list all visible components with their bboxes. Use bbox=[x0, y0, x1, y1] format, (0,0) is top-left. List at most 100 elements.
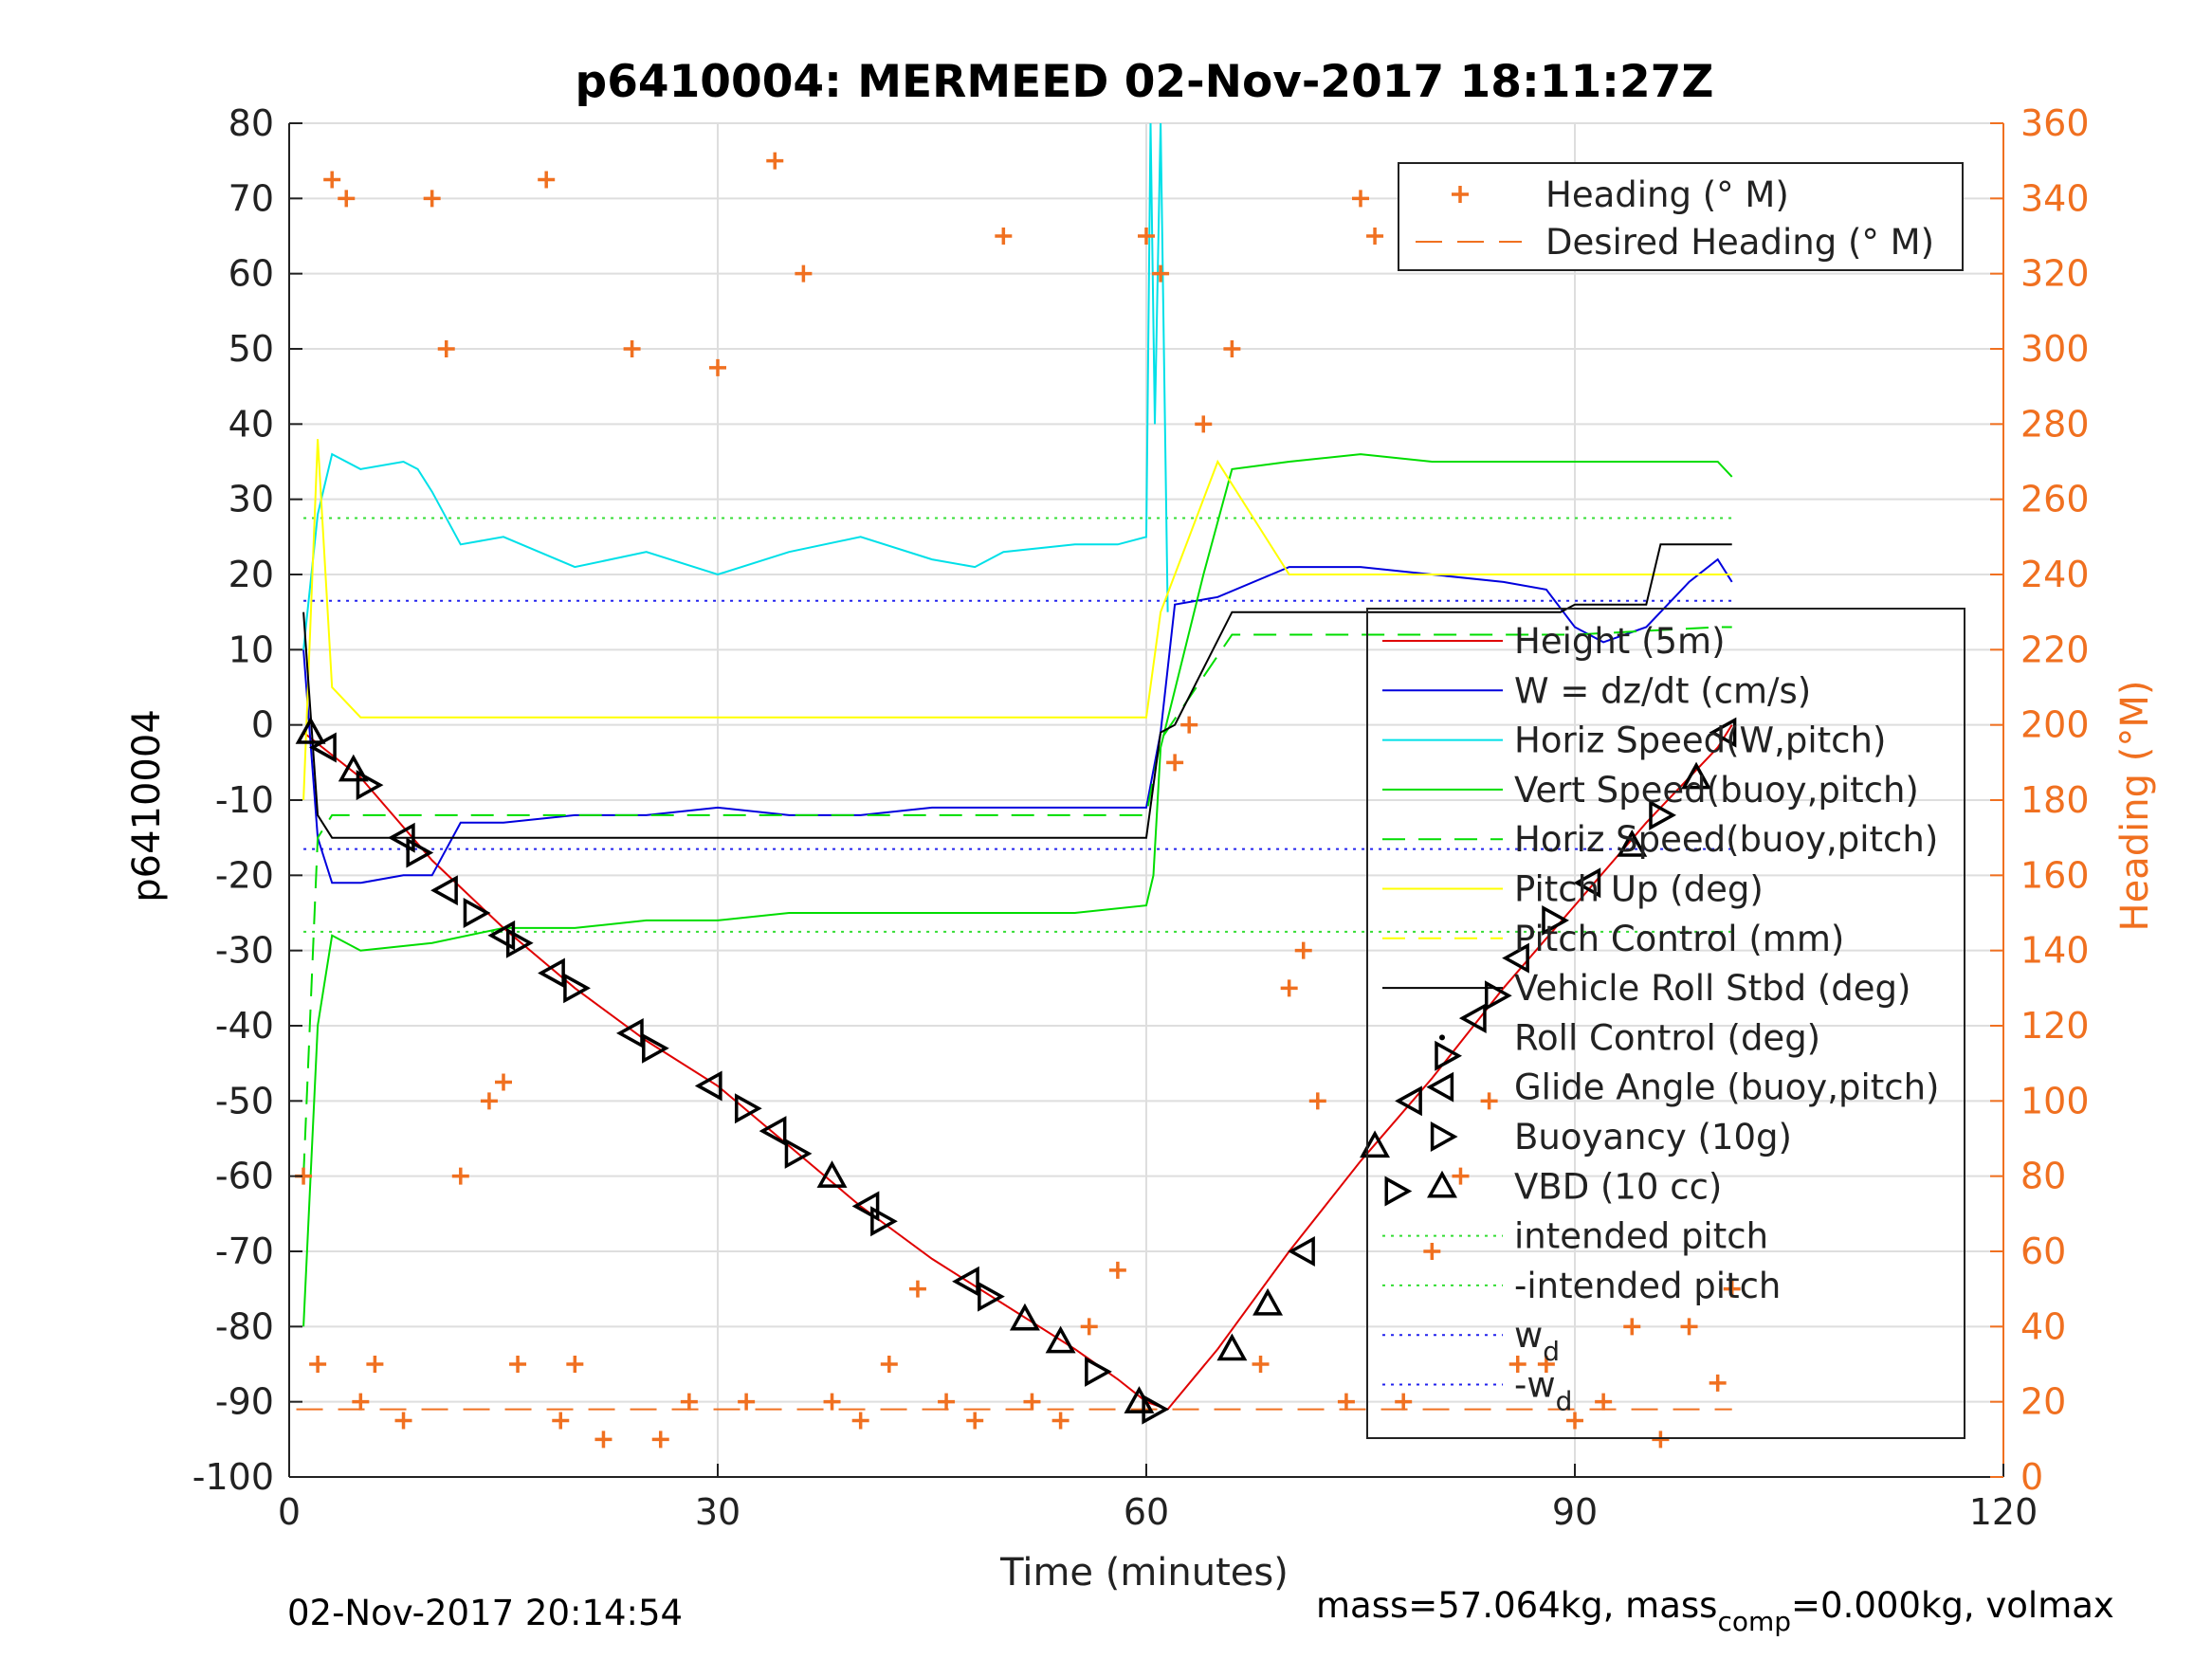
y2-tick-label: 320 bbox=[2020, 253, 2090, 295]
heading-point bbox=[1423, 1243, 1441, 1260]
y2-axis-label: Heading (°M) bbox=[2113, 681, 2157, 932]
y2-tick-label: 220 bbox=[2020, 629, 2090, 670]
y-tick-label: -20 bbox=[215, 854, 274, 896]
heading-point bbox=[1051, 1412, 1069, 1430]
footer-mass-suffix: =0.000kg, volmax bbox=[1791, 1585, 2114, 1626]
marker-left-triangle bbox=[694, 1070, 722, 1102]
heading-point bbox=[352, 1393, 370, 1411]
footer-mass-prefix: mass=57.064kg, mass bbox=[1316, 1585, 1718, 1626]
marker-right-triangle bbox=[463, 898, 491, 928]
heading-point bbox=[1108, 1261, 1126, 1279]
heading-point bbox=[338, 190, 356, 208]
plot-area bbox=[295, 122, 1741, 1449]
heading-point bbox=[1223, 340, 1241, 357]
marker-right-triangle bbox=[1649, 799, 1677, 830]
heading-point bbox=[1480, 1092, 1498, 1110]
heading-point bbox=[1366, 228, 1384, 245]
x-tick-label: 120 bbox=[1969, 1491, 2038, 1533]
legend-label: Horiz Speed(W,pitch) bbox=[1514, 720, 1886, 761]
y2-tick-label: 20 bbox=[2020, 1381, 2066, 1423]
legend-heading-box bbox=[1398, 162, 1964, 271]
marker-up-triangle bbox=[338, 754, 369, 782]
y2-tick-label: 120 bbox=[2020, 1005, 2090, 1047]
y-axis-label: p6410004 bbox=[125, 709, 169, 902]
y-tick-label: -30 bbox=[215, 930, 274, 972]
heading-point bbox=[738, 1393, 756, 1411]
heading-point bbox=[795, 264, 813, 283]
x-tick-label: 30 bbox=[695, 1491, 740, 1533]
marker-right-triangle bbox=[1435, 1040, 1463, 1071]
series-line bbox=[302, 122, 1169, 650]
marker-left-triangle bbox=[759, 1116, 787, 1147]
y2-tick-label: 360 bbox=[2020, 102, 2090, 144]
x-axis-label: Time (minutes) bbox=[999, 1551, 1289, 1595]
marker-right-triangle bbox=[1142, 1394, 1170, 1425]
marker-left-triangle bbox=[851, 1191, 880, 1222]
heading-point bbox=[1023, 1393, 1041, 1411]
y-tick-label: -80 bbox=[215, 1305, 274, 1347]
marker-left-triangle bbox=[538, 957, 565, 989]
y2-tick-label: 280 bbox=[2020, 403, 2090, 445]
marker-up-triangle bbox=[1124, 1386, 1155, 1413]
footer-mass-sub: comp bbox=[1717, 1606, 1792, 1637]
legend-heading-label: Heading (° M) bbox=[1545, 174, 1789, 215]
marker-up-triangle bbox=[1681, 761, 1712, 790]
marker-left-triangle bbox=[1458, 1003, 1487, 1034]
marker-left-triangle bbox=[1709, 717, 1737, 748]
marker-left-triangle bbox=[1395, 1085, 1422, 1117]
marker-right-triangle bbox=[1484, 980, 1512, 1012]
marker-left-triangle bbox=[952, 1266, 979, 1297]
y-tick-label: 70 bbox=[229, 177, 274, 219]
heading-point bbox=[552, 1412, 570, 1430]
y2-tick-label: 160 bbox=[2020, 854, 2090, 896]
heading-point bbox=[1195, 415, 1213, 433]
marker-right-triangle bbox=[563, 973, 591, 1004]
legend-label: Roll Control (deg) bbox=[1514, 1017, 1820, 1058]
legend-heading: Heading (° M) Desired Heading (° M) bbox=[1398, 162, 1964, 271]
marker-right-triangle bbox=[406, 837, 434, 868]
heading-point bbox=[1566, 1412, 1583, 1430]
marker-left-triangle bbox=[1288, 1236, 1315, 1267]
legend-heading-swatch bbox=[1452, 186, 1469, 203]
marker-up-triangle bbox=[1617, 829, 1648, 857]
marker-up-triangle bbox=[1360, 1130, 1391, 1158]
heading-point bbox=[509, 1356, 527, 1373]
heading-point bbox=[1308, 1092, 1326, 1110]
heading-point bbox=[495, 1073, 512, 1091]
heading-point bbox=[1452, 1167, 1470, 1185]
marker-right-triangle bbox=[1542, 904, 1570, 936]
heading-point bbox=[394, 1412, 412, 1430]
marker-left-triangle bbox=[615, 1017, 644, 1048]
heading-point bbox=[1680, 1318, 1698, 1336]
series-line bbox=[302, 453, 1733, 1327]
heading-point bbox=[1138, 228, 1155, 245]
y-tick-label: 20 bbox=[229, 554, 274, 595]
heading-point bbox=[651, 1431, 669, 1449]
marker-right-triangle bbox=[978, 1281, 1005, 1312]
x-tick-label: 90 bbox=[1552, 1491, 1598, 1533]
series-line bbox=[302, 557, 1733, 884]
legend-label: Buoyancy (10g) bbox=[1514, 1117, 1792, 1158]
series-line bbox=[302, 439, 1732, 801]
legend-main-box bbox=[1366, 608, 1965, 1439]
heading-point bbox=[451, 1167, 469, 1185]
y-tick-label: 30 bbox=[229, 479, 274, 520]
y-tick-label: -100 bbox=[192, 1456, 274, 1498]
heading-point bbox=[1652, 1431, 1670, 1449]
heading-point bbox=[1508, 1356, 1526, 1373]
y-tick-label: -10 bbox=[215, 779, 274, 821]
heading-point bbox=[880, 1356, 898, 1373]
heading-point bbox=[366, 1356, 384, 1373]
y2-tick-label: 180 bbox=[2020, 779, 2090, 821]
axes: 0 30 60 90 12080706050403020100-10-20-30-40-… bbox=[192, 102, 2090, 1533]
heading-point bbox=[480, 1092, 498, 1110]
heading-point bbox=[1709, 1374, 1727, 1392]
marker-up-triangle bbox=[1252, 1287, 1284, 1316]
y2-tick-label: 200 bbox=[2020, 704, 2090, 746]
y-tick-label: 40 bbox=[229, 403, 274, 445]
marker-right-triangle bbox=[1085, 1356, 1112, 1387]
y-tick-label: 10 bbox=[229, 629, 274, 670]
marker-up-triangle bbox=[295, 716, 326, 744]
y-tick-label: 80 bbox=[229, 102, 274, 144]
